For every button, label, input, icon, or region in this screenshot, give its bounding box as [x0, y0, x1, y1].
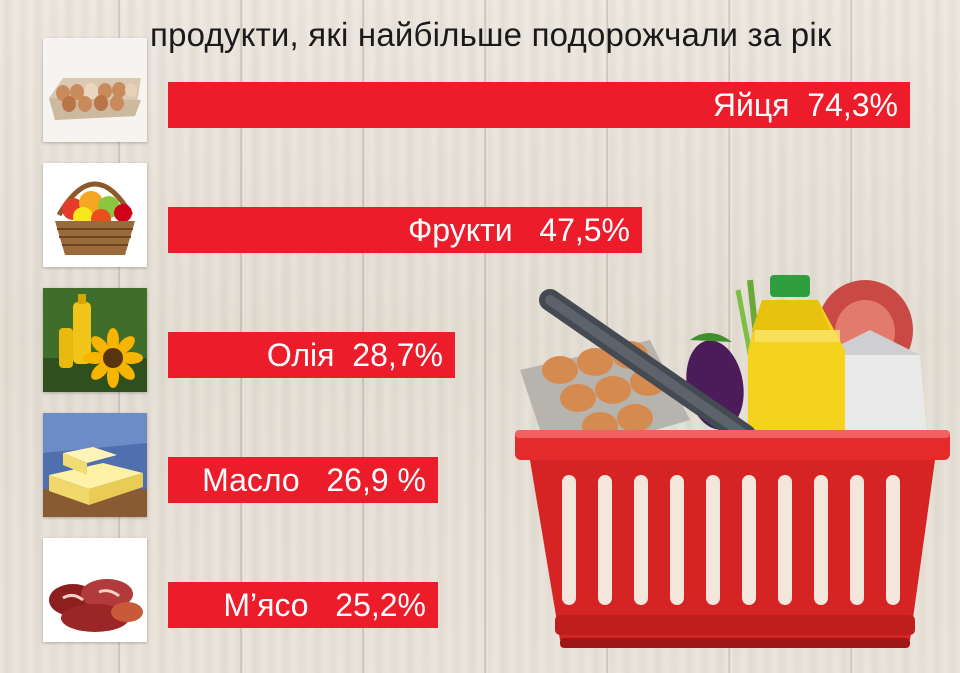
bar-3: Олія 28,7% [168, 332, 455, 378]
chart-title: продукти, які найбільше подорожчали за р… [150, 16, 832, 53]
bar-label-1: Яйця 74,3% [712, 86, 898, 123]
sunflower-oil-icon [43, 288, 147, 392]
bar-label-4: Масло 26,9 % [202, 461, 426, 498]
meat-icon [43, 538, 147, 642]
bar-4: Масло 26,9 % [168, 457, 438, 503]
butter-icon [43, 413, 147, 517]
bar-label-2: Фрукти 47,5% [407, 211, 630, 248]
grocery-basket-icon [500, 270, 960, 673]
eggs-icon [43, 38, 147, 142]
bar-1: Яйця 74,3% [168, 82, 910, 128]
bar-label-5: М’ясо 25,2% [223, 586, 426, 623]
bar-5: М’ясо 25,2% [168, 582, 438, 628]
bar-2: Фрукти 47,5% [168, 207, 642, 253]
bar-label-3: Олія 28,7% [266, 336, 443, 373]
fruit-basket-icon [43, 163, 147, 267]
